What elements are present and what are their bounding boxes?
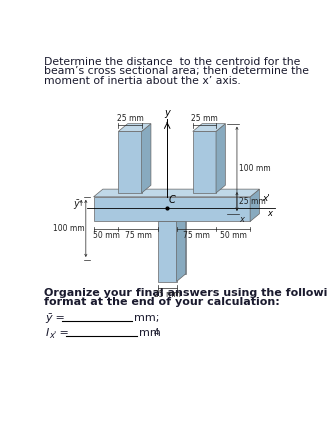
Polygon shape	[94, 189, 259, 197]
Text: mm;: mm;	[134, 313, 159, 323]
Text: =: =	[56, 328, 73, 338]
Polygon shape	[167, 214, 186, 274]
Text: 25 mm: 25 mm	[154, 290, 181, 299]
Polygon shape	[94, 197, 250, 221]
Text: ȳ: ȳ	[73, 199, 79, 209]
Text: 25 mm: 25 mm	[117, 114, 143, 123]
Text: C: C	[169, 195, 176, 205]
Text: 100 mm: 100 mm	[239, 164, 271, 173]
Polygon shape	[118, 131, 142, 193]
Text: y: y	[164, 107, 170, 117]
Text: 4: 4	[153, 328, 159, 337]
Text: 75 mm: 75 mm	[125, 232, 152, 240]
Text: mm: mm	[139, 328, 160, 338]
Text: Organize your final answers using the following: Organize your final answers using the fo…	[44, 288, 327, 298]
Polygon shape	[158, 221, 177, 282]
Text: ȳ: ȳ	[45, 313, 52, 323]
Text: 50 mm: 50 mm	[93, 232, 119, 240]
Polygon shape	[193, 131, 216, 193]
Text: 25 mm: 25 mm	[239, 197, 266, 206]
Text: 75 mm: 75 mm	[183, 232, 210, 240]
Text: 25 mm: 25 mm	[191, 114, 218, 123]
Text: moment of inertia about the x’ axis.: moment of inertia about the x’ axis.	[44, 76, 241, 86]
Polygon shape	[216, 124, 225, 193]
Polygon shape	[250, 189, 259, 221]
Text: beam’s cross sectional area; then determine the: beam’s cross sectional area; then determ…	[44, 66, 309, 76]
Polygon shape	[177, 214, 186, 282]
Text: x: x	[267, 209, 272, 218]
Polygon shape	[118, 124, 151, 131]
Text: I: I	[45, 328, 49, 338]
Polygon shape	[158, 214, 186, 221]
Polygon shape	[142, 124, 151, 193]
Polygon shape	[193, 124, 225, 131]
Text: x: x	[239, 215, 244, 224]
Text: format at the end of your calculation:: format at the end of your calculation:	[44, 297, 280, 307]
Text: =: =	[52, 313, 68, 323]
Text: Determine the distance  to the centroid for the: Determine the distance to the centroid f…	[44, 57, 301, 67]
Text: x': x'	[263, 194, 270, 203]
Text: x': x'	[49, 331, 57, 340]
Text: 100 mm: 100 mm	[53, 224, 84, 233]
Text: 50 mm: 50 mm	[220, 232, 247, 240]
